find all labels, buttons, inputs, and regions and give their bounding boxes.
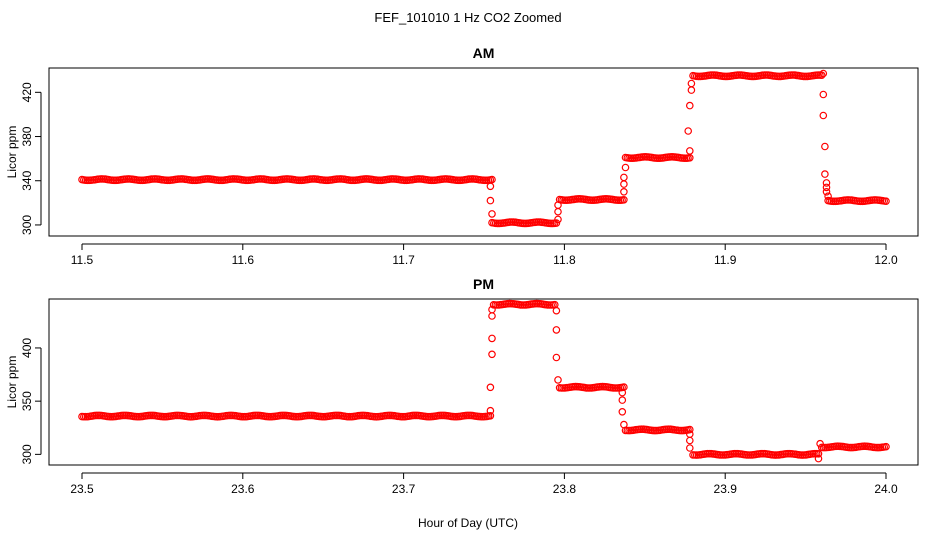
data-point [486,196,495,205]
data-point [824,192,832,201]
y-tick-label: 300 [20,215,34,235]
data-point [488,210,496,218]
x-tick-label: 11.8 [553,253,576,267]
x-tick-label: 11.9 [714,253,737,267]
data-point [822,179,831,187]
data-point [822,183,831,192]
data-point [552,219,561,227]
y-axis-label: Licor ppm [5,356,19,409]
data-point [819,69,828,78]
plateau-segment [824,196,890,206]
data-point [486,182,495,191]
data-point [882,442,890,451]
data-point [685,425,694,434]
data-point [554,376,562,384]
data-point [822,188,831,196]
data-point [620,188,628,196]
data-point [488,334,496,343]
data-point [488,305,496,314]
data-point [684,127,693,135]
plot-frame [48,298,919,466]
plateau-segment [78,175,496,185]
y-tick-label: 340 [20,170,34,190]
x-tick-label: 11.6 [232,253,255,267]
panel-am: AM Licor ppm 11.5 11.6 11.7 11.8 11.9 12.0 300 34… [5,45,919,267]
data-point [816,439,824,448]
data-point [817,71,826,80]
data-point [554,207,562,216]
x-tick-label: 24.0 [874,482,898,496]
plateau-segment [621,153,694,163]
data-point [486,406,495,415]
data-point [821,170,829,178]
y-tick-label: 400 [20,338,34,358]
plateau-segment [488,218,561,228]
data-point [819,111,828,120]
x-tick-label: 23.7 [392,482,416,496]
y-tick-label: 300 [20,444,34,464]
data-point [685,101,694,110]
data-point [620,196,628,204]
data-point [685,436,694,445]
data-point [486,383,495,392]
panel-title: AM [473,45,495,61]
y-tick-label: 350 [20,391,34,411]
data-point [620,420,628,429]
x-axis-label: Hour of Day (UTC) [418,516,518,530]
data-point [552,326,561,334]
data-point [486,411,495,420]
data-point [552,306,561,315]
x-tick-label: 23.8 [553,482,577,496]
data-point [618,407,627,416]
data-point [618,388,627,397]
figure-title: FEF_101010 1 Hz CO2 Zoomed [374,10,561,25]
data-point [685,444,694,452]
y-tick-label: 380 [20,126,34,146]
x-tick-label: 23.9 [714,482,738,496]
plot-frame [48,67,919,237]
panel-title: PM [473,276,494,292]
data-point [554,201,562,209]
data-point [488,312,496,320]
x-tick-label: 23.5 [70,482,94,496]
x-tick-label: 11.7 [392,253,415,267]
data-point [554,215,562,224]
y-axis-label: Licor ppm [5,126,19,179]
x-tick-label: 23.6 [231,482,255,496]
data-point [620,180,628,188]
plateau-segment [817,442,890,452]
plateau-segment [621,425,694,435]
data-point [620,173,628,182]
data-point [621,163,630,172]
plateau-segment [689,71,826,81]
data-point [882,197,890,206]
data-point [488,350,496,359]
plateau-segment [555,382,628,392]
data-point [687,79,696,88]
data-point [819,90,828,99]
data-point [488,175,496,184]
plateau-segment [555,195,628,205]
data-point [618,396,627,404]
plateau-segment [689,449,823,459]
x-tick-label: 11.5 [71,253,94,267]
plateau-segment [489,299,559,309]
data-point [821,142,829,151]
x-tick-label: 12.0 [874,253,898,267]
panel-pm: PM Licor ppm 23.5 23.6 23.7 23.8 23.9 24.0 300 35… [5,276,919,496]
data-point [687,86,696,94]
data-series [78,299,890,463]
data-point [685,147,694,155]
plateau-segment [78,411,495,421]
data-series [78,69,890,228]
y-tick-label: 420 [20,82,34,102]
data-point [552,353,561,362]
data-point [814,449,823,458]
data-point [814,454,823,463]
